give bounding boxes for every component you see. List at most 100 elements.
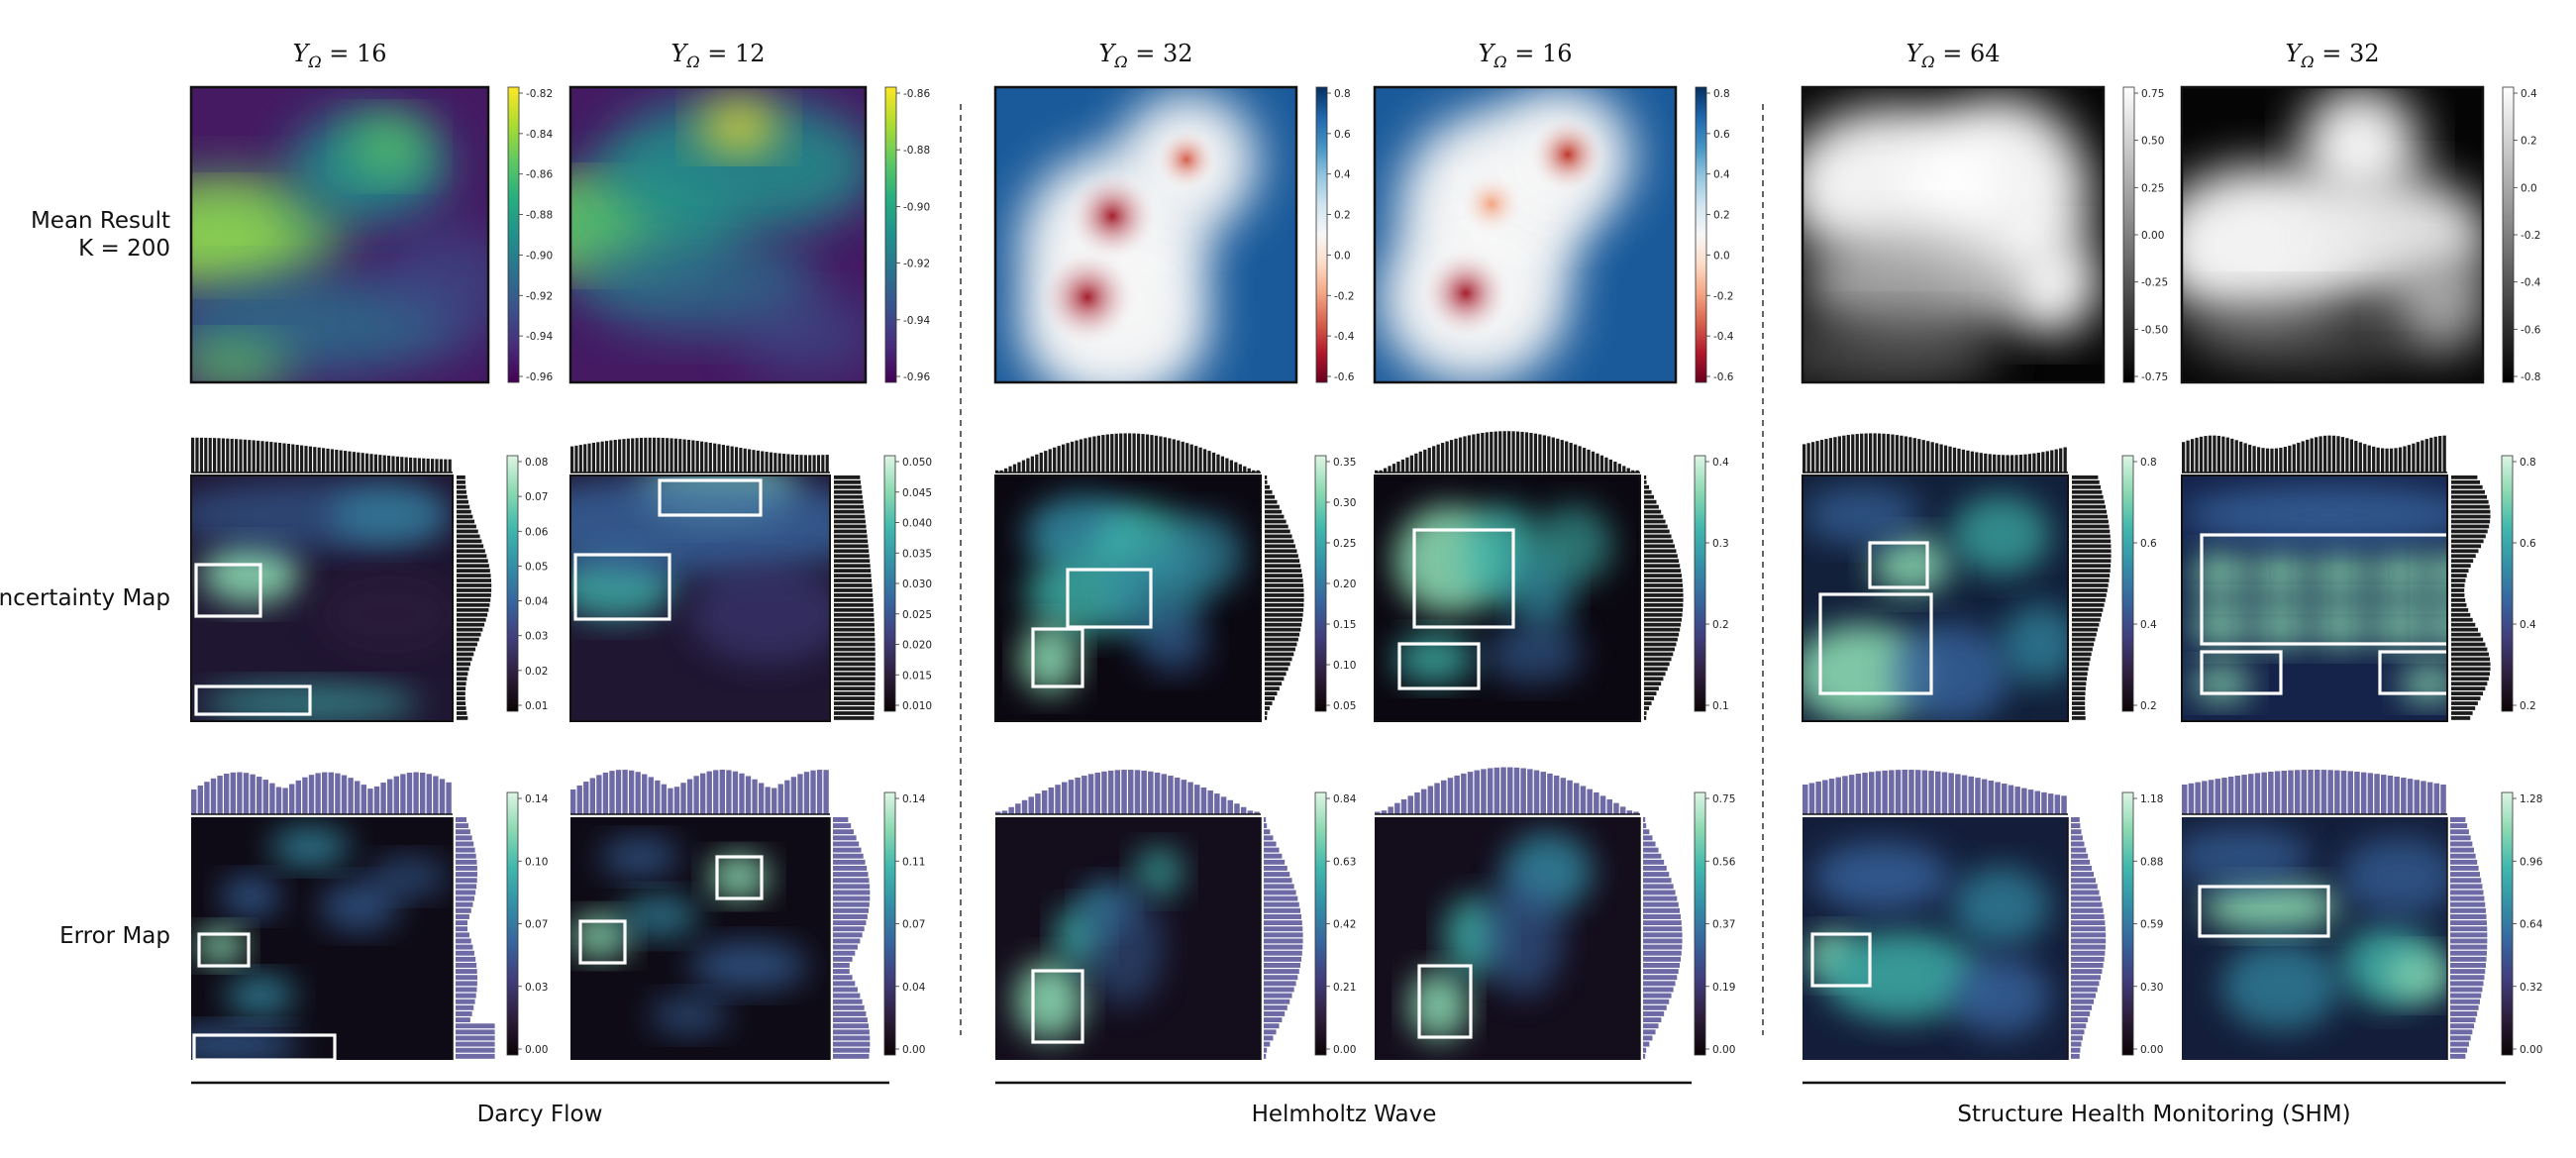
histogram-bar: [387, 779, 393, 814]
histogram-bar: [2072, 593, 2107, 597]
histogram-bar: [1375, 470, 1379, 473]
histogram-bar: [1264, 956, 1302, 962]
histogram-bar: [2268, 772, 2274, 814]
histogram-bar: [834, 672, 876, 677]
histogram-bar: [226, 438, 230, 473]
histogram-bar: [1961, 775, 1968, 814]
highlight-box: [1818, 592, 1933, 695]
histogram-bar: [574, 445, 578, 473]
colorbar-tick-label: 0.03: [525, 631, 548, 643]
histogram-bar: [833, 1053, 870, 1059]
histogram-bar: [1955, 774, 1961, 814]
histogram-bar: [406, 772, 413, 814]
histogram-bar: [682, 439, 686, 473]
histogram-bar: [1644, 554, 1678, 559]
histogram-bar: [1540, 772, 1546, 814]
histogram-bar: [797, 774, 803, 814]
histogram-bar: [1265, 657, 1292, 662]
histogram-bar: [456, 823, 468, 829]
histogram-bar: [2451, 682, 2488, 686]
histogram-bar: [578, 445, 582, 473]
histogram-bar: [2450, 944, 2488, 950]
histogram-bar: [457, 504, 470, 509]
histogram-bar: [1567, 780, 1573, 814]
field-blob: [1812, 842, 1951, 911]
histogram-bar: [2202, 781, 2208, 814]
field-blob: [1484, 624, 1583, 684]
histogram-bar: [739, 773, 745, 814]
histogram-bar: [2061, 795, 2067, 814]
histogram-bar: [1815, 781, 1821, 814]
histogram-bar: [1264, 999, 1290, 1004]
histogram-bar: [1128, 433, 1132, 473]
histogram-bar: [1265, 479, 1268, 484]
row-label-mean: Mean Result: [31, 208, 170, 234]
histogram-bar: [2451, 524, 2490, 529]
colorbar-tick-label: -0.4: [1334, 331, 1355, 343]
histogram-bar: [1264, 926, 1303, 932]
histogram-bar: [596, 442, 600, 473]
histogram-bar: [1434, 783, 1440, 814]
histogram-bar: [1643, 963, 1681, 968]
colorbar-tick-label: 0.050: [902, 457, 932, 469]
histogram-bar: [2363, 444, 2367, 473]
histogram-bar: [1418, 451, 1422, 473]
histogram-bar: [2451, 494, 2488, 499]
histogram-bar: [2071, 853, 2089, 859]
histogram-bar: [2071, 823, 2081, 829]
histogram-bar: [713, 770, 719, 814]
histogram-bar: [2389, 448, 2394, 473]
histogram-bar: [1048, 787, 1055, 814]
histogram-bar: [999, 470, 1003, 473]
error-colorbar: [2501, 791, 2514, 1056]
histogram-bar: [1644, 682, 1662, 686]
histogram-bar: [2072, 622, 2100, 627]
histogram-bar: [1644, 494, 1655, 499]
histogram-bar: [2451, 642, 2486, 647]
histogram-bar: [1902, 770, 1907, 814]
histogram-bar: [1467, 435, 1472, 473]
histogram-bar: [2372, 446, 2376, 473]
histogram-bar: [834, 602, 874, 607]
histogram-bar: [457, 612, 488, 617]
histogram-bar: [1644, 672, 1666, 677]
histogram-bar: [834, 677, 876, 682]
histogram-bar: [257, 440, 260, 473]
histogram-bar: [1619, 806, 1626, 814]
histogram-bar: [2451, 484, 2483, 489]
histogram-bar: [2188, 783, 2195, 814]
histogram-bar: [1975, 778, 1981, 814]
colorbar-tick-label: 0.035: [902, 548, 932, 560]
histogram-bar: [648, 437, 652, 473]
histogram-bar: [2071, 866, 2093, 871]
field-blob: [1872, 535, 1951, 594]
histogram-bar: [2345, 438, 2349, 473]
histogram-bar: [2279, 447, 2283, 473]
colorbar-tick-label: 0.4: [1334, 169, 1351, 181]
histogram-bar: [726, 445, 730, 473]
histogram-bar: [2398, 447, 2403, 473]
histogram-bar: [1252, 470, 1256, 473]
histogram-bar: [195, 437, 199, 473]
histogram-bar: [2071, 890, 2100, 895]
histogram-bar: [2204, 436, 2208, 473]
histogram-bar: [587, 443, 591, 473]
colorbar-tick-label: 0.6: [2140, 538, 2157, 550]
histogram-bar: [2072, 524, 2110, 529]
field-blob: [221, 877, 280, 916]
histogram-bar: [816, 770, 823, 814]
histogram-bar: [833, 963, 850, 968]
colorbar-tick-label: 0.07: [525, 919, 548, 931]
colorbar-tick-label: 0.040: [902, 518, 932, 530]
histogram-bar: [2199, 436, 2204, 473]
histogram-bar: [1979, 453, 1983, 473]
histogram-bar: [2451, 499, 2489, 504]
highlight-box: [194, 563, 262, 618]
histogram-bar: [230, 438, 234, 473]
histogram-bar: [833, 853, 864, 859]
histogram-bar: [457, 569, 490, 573]
histogram-bar: [834, 564, 871, 569]
histogram-bar: [1869, 433, 1873, 473]
histogram-bar: [1128, 770, 1134, 814]
histogram-bar: [1877, 433, 1882, 473]
